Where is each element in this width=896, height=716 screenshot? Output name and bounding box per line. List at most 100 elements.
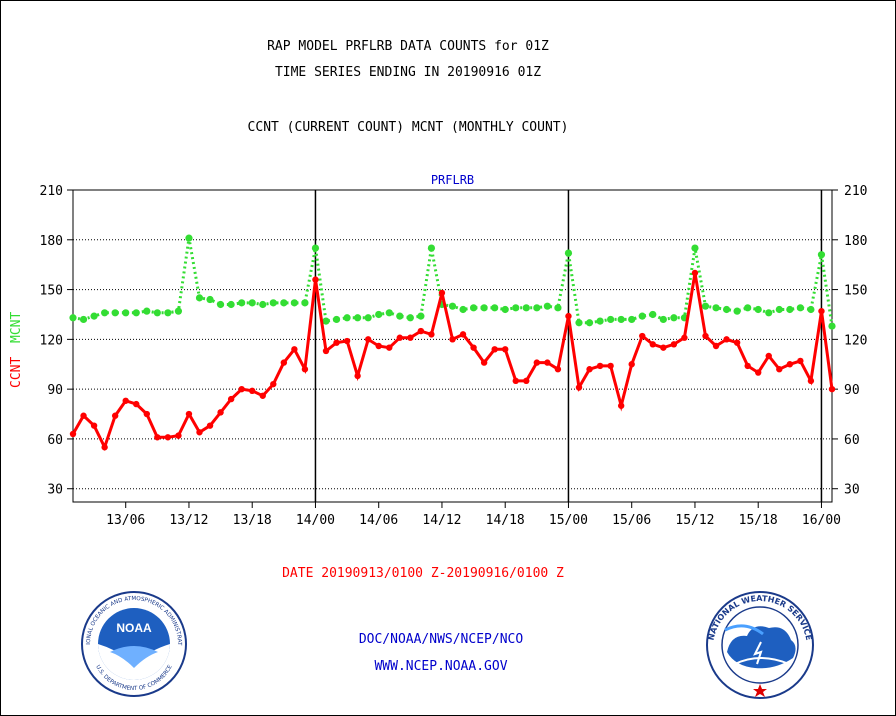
data-point-ccnt xyxy=(470,344,477,351)
data-point-mcnt xyxy=(301,299,309,307)
data-point-ccnt xyxy=(459,331,467,338)
data-point-ccnt xyxy=(175,432,182,439)
data-point-mcnt xyxy=(153,309,161,317)
series-line-mcnt xyxy=(73,237,834,327)
data-point-ccnt xyxy=(238,385,245,393)
data-point-mcnt xyxy=(649,310,657,319)
y-tick-label-left: 150 xyxy=(40,284,63,299)
data-point-ccnt xyxy=(733,339,741,346)
y-tick-label-right: 120 xyxy=(844,333,867,348)
data-point-ccnt xyxy=(428,331,435,338)
header-line-1: RAP MODEL PRFLRB DATA COUNTS for 01Z xyxy=(267,39,549,54)
data-point-ccnt xyxy=(154,434,161,441)
data-point-mcnt xyxy=(322,317,330,325)
x-tick-label: 15/00 xyxy=(549,513,588,528)
data-point-ccnt xyxy=(364,336,372,343)
header-line-2: TIME SERIES ENDING IN 20190916 01Z xyxy=(274,65,542,80)
data-point-ccnt xyxy=(386,344,393,351)
x-tick-label: 14/12 xyxy=(422,513,461,528)
data-point-ccnt xyxy=(343,337,351,345)
data-point-ccnt xyxy=(480,359,488,366)
data-point-mcnt xyxy=(269,299,277,307)
data-point-mcnt xyxy=(554,304,562,312)
data-point-mcnt xyxy=(585,319,594,327)
data-point-ccnt xyxy=(723,336,730,343)
data-point-ccnt xyxy=(744,362,751,370)
x-tick-label: 15/12 xyxy=(675,513,714,528)
data-point-ccnt xyxy=(586,366,593,373)
data-point-mcnt xyxy=(259,300,267,309)
data-point-mcnt xyxy=(807,305,815,314)
data-point-mcnt xyxy=(828,322,836,330)
x-tick-label: 14/18 xyxy=(486,513,525,528)
data-point-mcnt xyxy=(796,304,804,312)
data-point-ccnt xyxy=(596,362,604,370)
data-point-ccnt xyxy=(227,395,235,403)
data-point-ccnt xyxy=(575,384,583,391)
data-point-ccnt xyxy=(807,377,815,385)
data-point-mcnt xyxy=(638,312,646,320)
data-point-ccnt xyxy=(185,410,193,418)
x-tick-label: 13/12 xyxy=(169,513,208,528)
data-point-ccnt xyxy=(712,342,720,350)
data-point-mcnt xyxy=(122,309,130,317)
data-point-ccnt xyxy=(512,377,519,385)
data-point-mcnt xyxy=(628,315,636,324)
data-point-ccnt xyxy=(69,430,77,438)
data-point-mcnt xyxy=(143,307,151,315)
data-point-mcnt xyxy=(174,307,183,315)
data-point-ccnt xyxy=(133,400,140,408)
data-point-mcnt xyxy=(364,314,372,322)
data-point-mcnt xyxy=(216,300,225,309)
y-tick-label-left: 120 xyxy=(40,333,63,348)
y-axis-label-ccnt: CCNT xyxy=(9,357,24,388)
url-link[interactable]: WWW.NCEP.NOAA.GOV xyxy=(374,659,508,674)
data-point-ccnt xyxy=(533,359,541,366)
data-point-mcnt xyxy=(101,309,109,317)
data-point-ccnt xyxy=(491,346,498,353)
data-point-mcnt xyxy=(396,312,404,320)
data-point-mcnt xyxy=(469,304,478,312)
data-point-mcnt xyxy=(744,304,752,312)
data-point-mcnt xyxy=(459,305,467,314)
data-point-ccnt xyxy=(523,377,530,385)
y-tick-label-left: 180 xyxy=(40,234,63,249)
x-tick-label: 15/18 xyxy=(739,513,778,528)
data-point-mcnt xyxy=(712,304,720,312)
data-point-ccnt xyxy=(90,422,98,429)
noaa-logo: NOAA NATIONAL OCEANIC AND ATMOSPHERIC AD… xyxy=(80,590,187,697)
data-point-ccnt xyxy=(554,366,562,373)
y-axis-label-mcnt: MCNT xyxy=(9,312,24,343)
data-point-mcnt xyxy=(522,304,530,312)
data-point-mcnt xyxy=(543,302,551,310)
chart-title: PRFLRB xyxy=(431,173,474,187)
data-point-mcnt xyxy=(501,305,509,314)
data-point-mcnt xyxy=(564,249,573,257)
data-point-ccnt xyxy=(617,402,625,409)
data-point-mcnt xyxy=(375,310,383,319)
data-point-ccnt xyxy=(322,347,330,355)
data-point-mcnt xyxy=(132,309,140,317)
data-point-mcnt xyxy=(69,314,77,322)
data-point-mcnt xyxy=(491,304,499,312)
data-point-mcnt xyxy=(607,315,615,324)
org-label: DOC/NOAA/NWS/NCEP/NCO xyxy=(358,632,524,647)
data-point-mcnt xyxy=(448,302,457,310)
data-point-mcnt xyxy=(617,315,625,324)
data-point-mcnt xyxy=(596,317,604,325)
data-point-mcnt xyxy=(311,244,320,252)
data-point-mcnt xyxy=(227,300,235,309)
y-tick-label-left: 60 xyxy=(47,433,63,448)
y-tick-label-right: 150 xyxy=(844,284,867,299)
data-point-mcnt xyxy=(79,315,88,324)
data-point-ccnt xyxy=(755,369,762,376)
x-tick-label: 13/06 xyxy=(106,513,145,528)
data-point-ccnt xyxy=(280,359,288,366)
nws-logo: NATIONAL WEATHER SERVICE xyxy=(706,591,814,699)
data-point-ccnt xyxy=(217,409,224,416)
data-point-mcnt xyxy=(354,314,362,322)
data-point-ccnt xyxy=(196,429,203,436)
data-point-mcnt xyxy=(722,305,731,314)
noaa-logo-text: NOAA xyxy=(116,621,152,635)
